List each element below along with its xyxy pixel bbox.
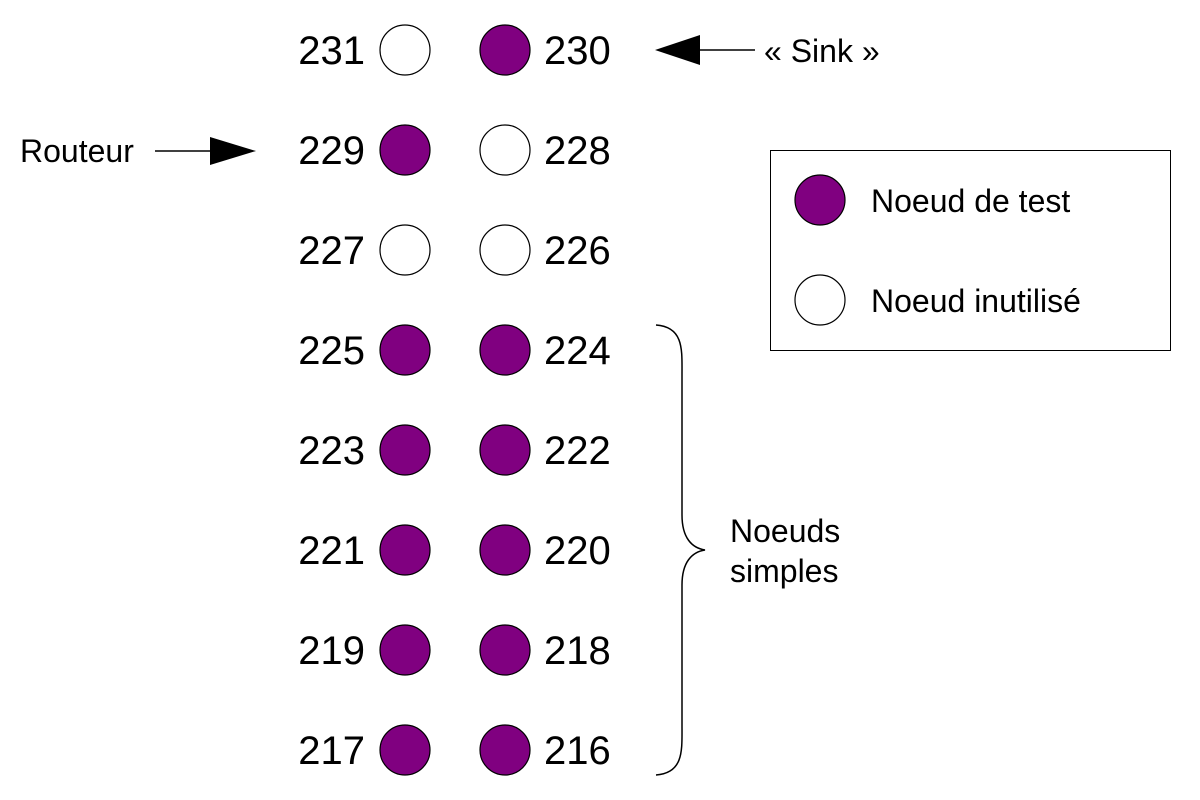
sink-label: « Sink »	[764, 33, 880, 69]
router-label: Routeur	[20, 133, 134, 169]
node-230-test-circle	[479, 24, 531, 76]
node-grid: 231 230 229 228 227 226 225 224 223 222 221 220 219 2…	[298, 24, 611, 776]
node-223-test-circle	[379, 424, 431, 476]
node-218: 218	[479, 624, 611, 676]
node-217-label: 217	[298, 729, 365, 773]
node-225-test-circle	[379, 324, 431, 376]
node-220-test-circle	[479, 524, 531, 576]
node-229-test-circle	[379, 124, 431, 176]
simple-nodes-label-line1: Noeuds	[730, 513, 840, 549]
node-220: 220	[479, 524, 611, 576]
node-225: 225	[298, 324, 431, 376]
node-217-test-circle	[379, 724, 431, 776]
legend-test-node-label: Noeud de test	[871, 183, 1070, 219]
node-227: 227	[298, 224, 431, 276]
node-229: 229	[298, 124, 431, 176]
sink-annotation: « Sink »	[655, 33, 880, 69]
node-223: 223	[298, 424, 431, 476]
node-224-label: 224	[544, 329, 611, 373]
node-223-label: 223	[298, 429, 365, 473]
node-221-test-circle	[379, 524, 431, 576]
node-224-test-circle	[479, 324, 531, 376]
node-221: 221	[298, 524, 431, 576]
legend: Noeud de test Noeud inutilisé	[770, 150, 1171, 351]
node-219-test-circle	[379, 624, 431, 676]
node-226-label: 226	[544, 229, 611, 273]
node-218-test-circle	[479, 624, 531, 676]
router-annotation: Routeur	[20, 133, 256, 169]
node-227-unused-circle	[379, 224, 431, 276]
sink-arrowhead-icon	[655, 35, 700, 65]
node-226-unused-circle	[479, 224, 531, 276]
node-222-label: 222	[544, 429, 611, 473]
legend-unused-node-icon	[794, 274, 846, 326]
node-230: 230	[479, 24, 611, 76]
node-227-label: 227	[298, 229, 365, 273]
node-228-unused-circle	[479, 124, 531, 176]
node-222: 222	[479, 424, 611, 476]
node-221-label: 221	[298, 529, 365, 573]
simple-nodes-brace	[655, 324, 706, 776]
node-231-unused-circle	[379, 24, 431, 76]
node-231-label: 231	[298, 29, 365, 73]
router-arrowhead-icon	[210, 137, 256, 165]
node-228-label: 228	[544, 129, 611, 173]
node-216: 216	[479, 724, 611, 776]
node-231: 231	[298, 24, 431, 76]
node-224: 224	[479, 324, 611, 376]
node-228: 228	[479, 124, 611, 176]
legend-unused-node-label: Noeud inutilisé	[871, 283, 1081, 319]
node-217: 217	[298, 724, 431, 776]
node-222-test-circle	[479, 424, 531, 476]
node-219-label: 219	[298, 629, 365, 673]
node-216-label: 216	[544, 729, 611, 773]
node-218-label: 218	[544, 629, 611, 673]
node-230-label: 230	[544, 29, 611, 73]
legend-test-node-icon	[794, 174, 846, 226]
node-225-label: 225	[298, 329, 365, 373]
node-226: 226	[479, 224, 611, 276]
simple-nodes-label-line2: simples	[730, 553, 838, 589]
simple-nodes-label: Noeuds simples	[730, 513, 849, 589]
node-219: 219	[298, 624, 431, 676]
node-229-label: 229	[298, 129, 365, 173]
node-216-test-circle	[479, 724, 531, 776]
node-220-label: 220	[544, 529, 611, 573]
